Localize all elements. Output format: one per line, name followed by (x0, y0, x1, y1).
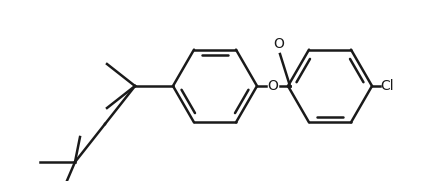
Text: Cl: Cl (380, 79, 393, 93)
Text: O: O (268, 79, 279, 93)
Text: O: O (273, 37, 285, 51)
